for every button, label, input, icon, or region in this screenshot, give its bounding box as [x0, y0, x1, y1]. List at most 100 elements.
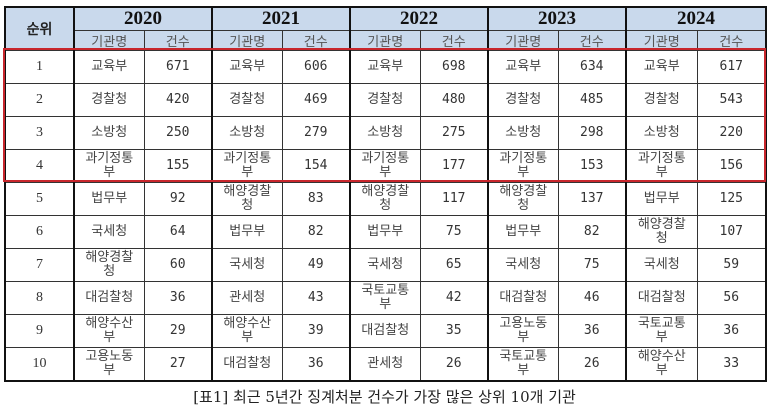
count-cell: 117 [419, 182, 489, 216]
agency-name-cell: 국세청 [625, 248, 698, 282]
rank-cell: 3 [4, 116, 75, 150]
agency-name-cell: 해양경찰청 [487, 182, 559, 216]
count-cell: 279 [281, 116, 351, 150]
count-header: 건수 [143, 30, 213, 51]
year-header-2023: 2023 [487, 6, 627, 31]
count-cell: 36 [557, 314, 627, 348]
rank-cell: 8 [4, 281, 75, 315]
count-cell: 36 [696, 314, 767, 348]
count-cell: 26 [419, 347, 489, 382]
agency-name-text: 법무부 [643, 191, 680, 206]
agency-name-cell: 교육부 [211, 50, 283, 84]
agency-name-cell: 국토교통부 [487, 347, 559, 382]
agency-name-text: 교육부 [367, 59, 404, 74]
agency-name-cell: 고용노동부 [487, 314, 559, 348]
agency-name-cell: 국토교통부 [625, 314, 698, 348]
agency-name-cell: 경찰청 [211, 83, 283, 117]
count-cell: 26 [557, 347, 627, 382]
agency-name-cell: 경찰청 [349, 83, 421, 117]
agency-name-cell: 대검찰청 [211, 347, 283, 382]
agency-name-cell: 경찰청 [487, 83, 559, 117]
table-row: 7 해양경찰청 60 국세청 49 국세청 65 국세청 75 국세청 59 [4, 248, 767, 282]
agency-name-text: 법무부 [367, 224, 404, 239]
count-cell: 82 [557, 215, 627, 249]
agency-name-text: 해양경찰청 [637, 217, 686, 246]
table-row: 2 경찰청 420 경찰청 469 경찰청 480 경찰청 485 경찰청 543 [4, 83, 767, 117]
agency-name-cell: 국세청 [211, 248, 283, 282]
count-cell: 56 [696, 281, 767, 315]
agency-name-text: 소방청 [91, 125, 128, 140]
agency-name-text: 국세청 [505, 257, 542, 272]
rank-cell: 10 [4, 347, 75, 382]
agency-name-cell: 대검찰청 [625, 281, 698, 315]
agency-name-header: 기관명 [349, 30, 421, 51]
count-cell: 33 [696, 347, 767, 382]
agency-name-text: 해양수산부 [223, 316, 272, 345]
agency-name-text: 경찰청 [91, 92, 128, 107]
count-header: 건수 [419, 30, 489, 51]
count-cell: 220 [696, 116, 767, 150]
agency-name-text: 해양경찰청 [361, 184, 410, 213]
agency-name-header: 기관명 [211, 30, 283, 51]
agency-name-header: 기관명 [487, 30, 559, 51]
agency-name-text: 대검찰청 [637, 290, 686, 305]
count-cell: 39 [281, 314, 351, 348]
agency-name-cell: 해양수산부 [625, 347, 698, 382]
count-cell: 27 [143, 347, 213, 382]
agency-name-cell: 법무부 [487, 215, 559, 249]
count-cell: 275 [419, 116, 489, 150]
year-header-row: 순위 2020 2021 2022 2023 2024 [4, 6, 767, 51]
agency-name-text: 경찰청 [505, 92, 542, 107]
count-cell: 83 [281, 182, 351, 216]
count-cell: 59 [696, 248, 767, 282]
count-cell: 156 [696, 149, 767, 183]
agency-name-cell: 해양경찰청 [349, 182, 421, 216]
agency-name-cell: 대검찰청 [349, 314, 421, 348]
agency-name-cell: 과기정통부 [73, 149, 145, 183]
agency-name-cell: 과기정통부 [349, 149, 421, 183]
agency-name-text: 교육부 [505, 59, 542, 74]
agency-name-cell: 교육부 [625, 50, 698, 84]
agency-name-text: 과기정통부 [499, 151, 548, 180]
count-header: 건수 [696, 30, 767, 51]
agency-name-text: 교육부 [91, 59, 128, 74]
count-cell: 543 [696, 83, 767, 117]
count-cell: 60 [143, 248, 213, 282]
count-cell: 154 [281, 149, 351, 183]
agency-name-cell: 관세청 [349, 347, 421, 382]
agency-name-text: 과기정통부 [223, 151, 272, 180]
agency-name-text: 국토교통부 [361, 283, 410, 312]
count-cell: 29 [143, 314, 213, 348]
agency-name-text: 국세청 [367, 257, 404, 272]
agency-name-text: 대검찰청 [361, 323, 410, 338]
table-row: 6 국세청 64 법무부 82 법무부 75 법무부 82 해양경찰청 107 [4, 215, 767, 249]
agency-name-cell: 과기정통부 [211, 149, 283, 183]
agency-name-text: 고용노동부 [85, 349, 134, 378]
year-header-2024: 2024 [625, 6, 767, 31]
agency-name-cell: 국세청 [73, 215, 145, 249]
agency-name-cell: 법무부 [349, 215, 421, 249]
rank-header: 순위 [4, 6, 75, 51]
count-cell: 298 [557, 116, 627, 150]
agency-name-text: 해양수산부 [85, 316, 134, 345]
discipline-table: 순위 2020 2021 2022 2023 2024 기관명 건수 기관명 건… [4, 6, 767, 382]
count-cell: 64 [143, 215, 213, 249]
agency-name-cell: 소방청 [349, 116, 421, 150]
agency-name-text: 해양경찰청 [85, 250, 134, 279]
rank-cell: 1 [4, 50, 75, 84]
count-cell: 137 [557, 182, 627, 216]
agency-name-cell: 과기정통부 [625, 149, 698, 183]
agency-name-cell: 교육부 [73, 50, 145, 84]
count-cell: 420 [143, 83, 213, 117]
year-header-2021: 2021 [211, 6, 351, 31]
agency-name-text: 국세청 [229, 257, 266, 272]
count-cell: 469 [281, 83, 351, 117]
agency-name-text: 교육부 [229, 59, 266, 74]
table-row: 4 과기정통부 155 과기정통부 154 과기정통부 177 과기정통부 153 과기정통부 15… [4, 149, 767, 183]
table-row: 1 교육부 671 교육부 606 교육부 698 교육부 634 교육부 617 [4, 50, 767, 84]
agency-name-text: 해양경찰청 [499, 184, 548, 213]
table-body: 1 교육부 671 교육부 606 교육부 698 교육부 634 교육부 617 2 경찰청 420 경찰… [4, 50, 767, 382]
agency-name-cell: 법무부 [625, 182, 698, 216]
agency-name-cell: 소방청 [211, 116, 283, 150]
agency-name-text: 교육부 [643, 59, 680, 74]
